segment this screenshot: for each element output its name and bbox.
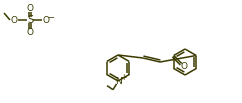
Text: N: N xyxy=(115,77,121,85)
Text: O: O xyxy=(10,15,17,25)
Text: O: O xyxy=(27,4,33,12)
Text: O: O xyxy=(43,15,50,25)
Text: S: S xyxy=(27,15,33,25)
Text: O: O xyxy=(27,28,33,36)
Text: −: − xyxy=(47,13,54,22)
Text: +: + xyxy=(120,74,126,83)
Text: O: O xyxy=(180,62,187,71)
